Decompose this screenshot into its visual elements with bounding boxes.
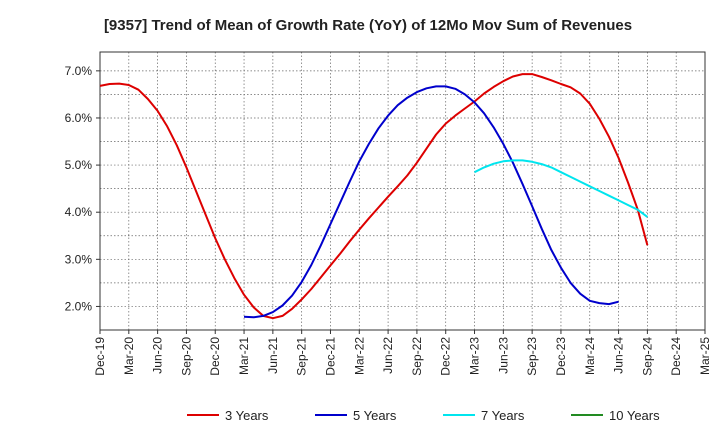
series-line-5-years: [243, 85, 619, 319]
x-tick-label: Dec-22: [439, 337, 453, 376]
legend-label: 10 Years: [609, 408, 660, 423]
y-tick-label: 6.0%: [65, 111, 93, 125]
x-tick-label: Sep-20: [179, 337, 193, 376]
y-tick-label: 4.0%: [65, 205, 93, 219]
grid-layer: [99, 52, 706, 330]
chart-title: [9357] Trend of Mean of Growth Rate (YoY…: [104, 17, 632, 34]
x-tick-label: Jun-22: [381, 337, 395, 374]
x-tick-label: Jun-23: [496, 337, 510, 374]
series-layer: [99, 73, 649, 320]
series-line-7-years: [474, 159, 648, 218]
x-tick-label: Dec-23: [554, 337, 568, 376]
y-tick-label: 5.0%: [65, 158, 93, 172]
x-tick-label: Dec-19: [93, 337, 107, 376]
x-tick-label: Sep-22: [410, 337, 424, 376]
x-tick-label: Dec-20: [208, 337, 222, 376]
y-axis: 2.0% 3.0% 4.0% 5.0% 6.0% 7.0%: [65, 64, 100, 313]
x-tick-label: Mar-23: [468, 337, 482, 375]
x-tick-label: Mar-22: [352, 337, 366, 375]
legend: 3 Years 5 Years 7 Years 10 Years: [187, 408, 660, 423]
legend-label: 3 Years: [225, 408, 269, 423]
x-tick-label: Mar-25: [698, 337, 712, 375]
y-tick-label: 2.0%: [65, 299, 93, 313]
x-tick-label: Sep-24: [640, 337, 654, 376]
series-line-3-years: [99, 73, 649, 320]
x-tick-label: Sep-21: [295, 337, 309, 376]
x-tick-label: Sep-23: [525, 337, 539, 376]
legend-label: 7 Years: [481, 408, 525, 423]
x-tick-label: Mar-20: [122, 337, 136, 375]
x-tick-label: Jun-21: [266, 337, 280, 374]
x-tick-label: Jun-20: [151, 337, 165, 374]
x-tick-label: Mar-21: [237, 337, 251, 375]
y-tick-label: 7.0%: [65, 64, 93, 78]
legend-label: 5 Years: [353, 408, 397, 423]
x-tick-label: Jun-24: [612, 337, 626, 374]
x-tick-label: Mar-24: [583, 337, 597, 375]
plot-frame: [99, 51, 706, 331]
x-tick-label: Dec-24: [669, 337, 683, 376]
y-tick-label: 3.0%: [65, 252, 93, 266]
x-axis: Dec-19 Mar-20 Jun-20 Sep-20 Dec-20 Mar-21 Jun-…: [93, 330, 712, 376]
x-tick-label: Dec-21: [323, 337, 337, 376]
